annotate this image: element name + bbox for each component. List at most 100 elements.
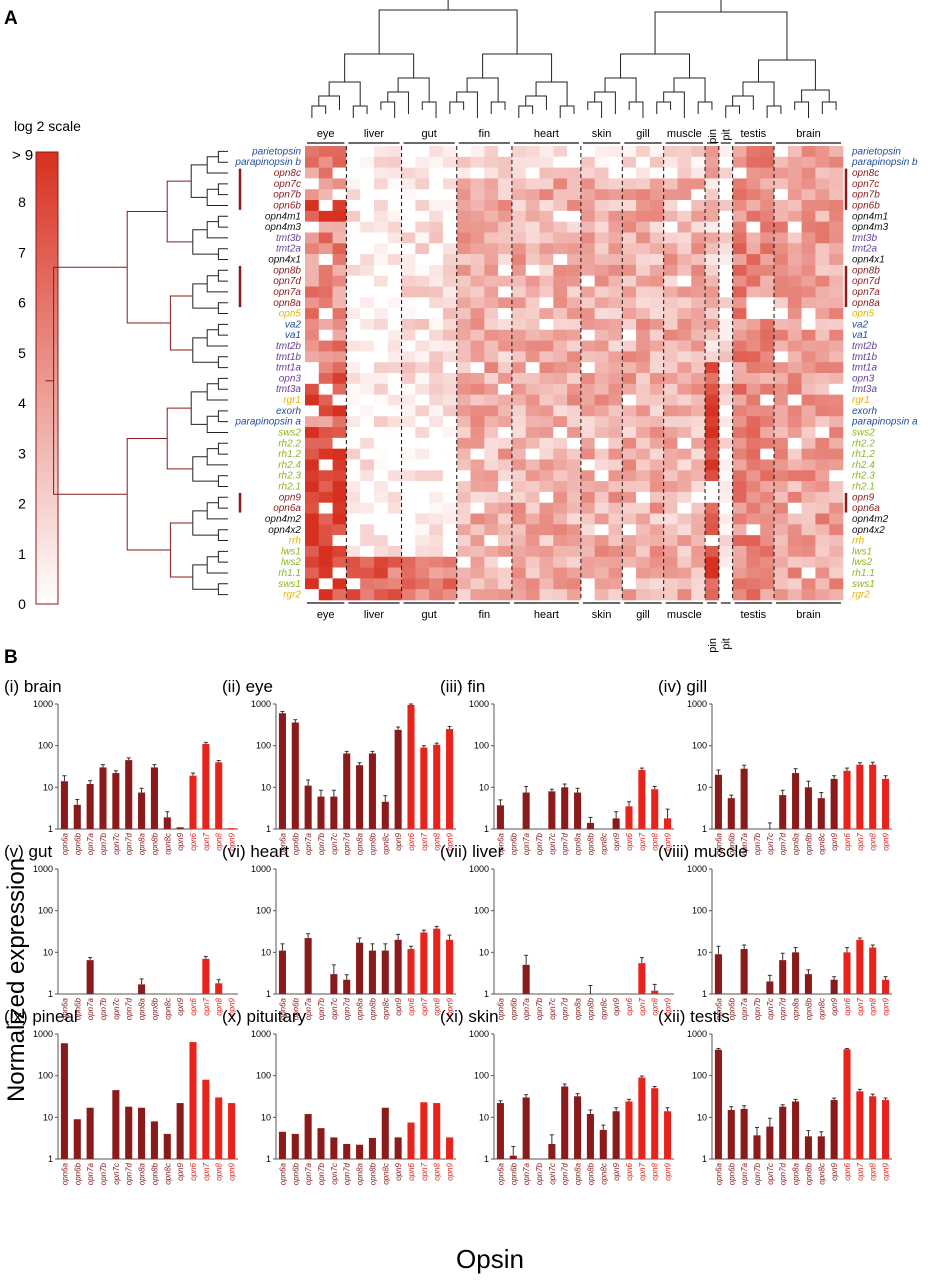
heatmap-cell [815,524,830,536]
heatmap-cell [332,545,347,558]
heatmap-cell [484,524,499,536]
heatmap-cell [608,578,623,590]
bar [843,952,851,994]
heatmap-cell [415,178,430,190]
heatmap-cell [387,373,402,385]
heatmap-cell [774,491,789,504]
heatmap-cell [415,254,430,266]
heatmap-cell [815,578,830,590]
x-tick-label: opn6 [407,832,416,850]
heatmap-cell [470,491,485,504]
gene-label-left: parietopsin [251,146,301,157]
heatmap-cell [442,318,458,331]
heatmap-cell [401,405,416,417]
heatmap-cell [553,167,568,179]
x-tick-label: opn6a [278,832,287,855]
heatmap-cell [760,243,775,255]
heatmap-cell [415,297,430,309]
heatmap-cell [594,416,609,428]
y-tick-label: 10 [43,782,53,792]
heatmap-cell [649,589,664,601]
heatmap-cell [746,448,761,460]
heatmap-cell [346,427,361,439]
tissue-dendrogram-branch [456,91,478,118]
heatmap-cell [387,275,402,287]
heatmap-cell [801,146,816,158]
x-tick-label: opn9 [228,1162,237,1180]
gene-dendrogram-branch [217,550,228,563]
x-tick-label: opn8c [599,1163,608,1185]
heatmap-cell [746,221,761,233]
heatmap-cell [580,189,595,201]
heatmap-cell [456,545,471,558]
heatmap-cell [373,178,389,190]
x-tick-label: opn7d [561,832,570,855]
heatmap-cell [456,481,471,493]
heatmap-cell [456,383,471,395]
heatmap-cell [787,535,802,547]
heatmap-cell [622,513,637,525]
heatmap-cell [484,513,499,525]
heatmap-cell [774,448,789,460]
heatmap-cell [387,524,402,536]
heatmap-cell [787,351,802,363]
x-tick-label: opn8a [138,832,147,855]
bar [73,804,81,829]
x-tick-label: opn8 [433,832,442,850]
heatmap-cell [774,470,789,482]
heatmap-cell [594,362,609,374]
x-tick-label: opn8c [163,833,172,855]
heatmap-cell [305,243,320,255]
y-tick-label: 1 [484,824,489,834]
heatmap-cell [429,351,444,363]
heatmap-cell [415,286,430,298]
heatmap-cell [718,405,733,417]
bar [381,950,389,994]
heatmap-cell [691,329,706,341]
gene-label-left: opn5 [279,309,302,320]
gene-label-right: opn7c [852,179,879,190]
heatmap-cell [442,416,458,428]
heatmap-cell [705,437,720,449]
heatmap-cell [456,589,471,601]
heatmap-cell [429,362,444,374]
heatmap-cell [691,383,706,395]
heatmap-cell [511,448,527,460]
heatmap-cell [663,416,678,428]
heatmap-cell [470,286,485,298]
heatmap-cell [456,254,471,266]
heatmap-cell [760,567,775,579]
heatmap-cell [829,340,844,352]
heatmap-cell [360,470,375,482]
heatmap-cell [622,286,637,298]
bar [446,939,454,994]
heatmap-cell [691,545,706,558]
gene-label-right: opn3 [852,373,875,384]
heatmap-cell [525,178,540,190]
heatmap-cell [415,362,430,374]
heatmap-cell [636,351,651,363]
heatmap-cell [732,437,747,449]
heatmap-cell [774,200,789,212]
heatmap-cell [498,362,513,374]
heatmap-cell [318,524,333,536]
heatmap-cell [387,146,402,158]
heatmap-cell [553,210,568,222]
y-tick-label: 1000 [687,699,707,709]
heatmap-cell [774,394,789,406]
heatmap-cell [539,318,554,331]
heatmap-cell [539,524,554,536]
heatmap-cell [318,329,333,341]
heatmap-cell [360,264,375,277]
heatmap-cell [801,340,816,352]
bar [856,1091,864,1159]
heatmap-cell [663,178,678,190]
heatmap-cell [815,459,830,471]
heatmap-cell [442,394,458,406]
heatmap-cell [360,481,375,493]
heatmap-cell [360,567,375,579]
heatmap-cell [801,535,816,547]
heatmap-cell [636,156,651,168]
heatmap-cell [705,567,720,579]
